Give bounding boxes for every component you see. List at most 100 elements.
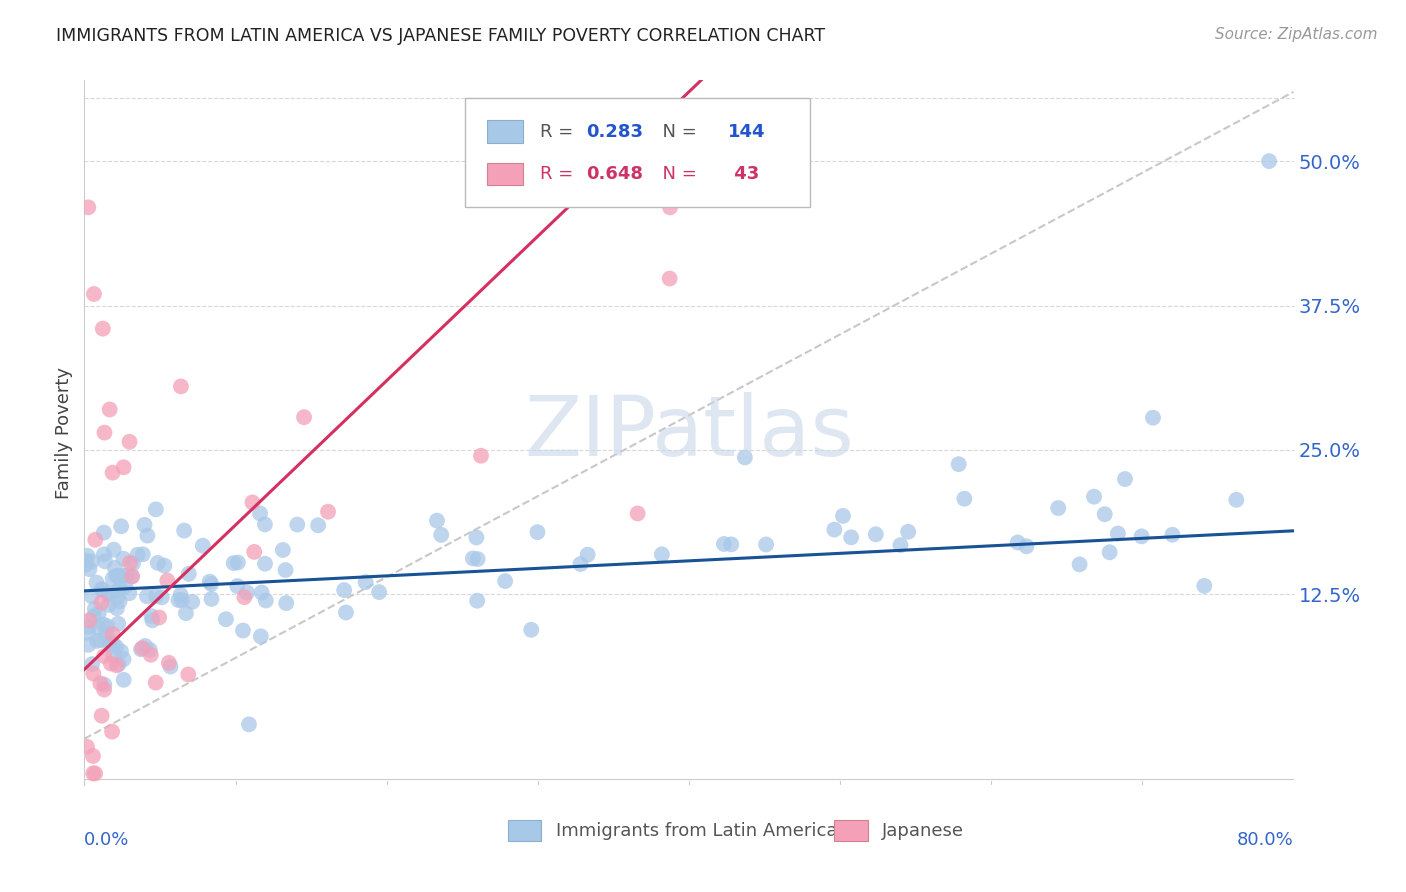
Point	[105, 569, 128, 583]
Point	[271, 543, 294, 558]
Point	[84, 766, 107, 780]
Point	[118, 586, 141, 600]
Point	[76, 739, 98, 754]
Point	[90, 582, 112, 597]
Point	[87, 620, 110, 634]
Point	[1007, 535, 1029, 549]
Text: Source: ZipAtlas.com: Source: ZipAtlas.com	[1215, 27, 1378, 42]
Point	[1161, 527, 1184, 541]
Point	[139, 648, 162, 662]
Point	[90, 633, 112, 648]
Point	[285, 517, 308, 532]
Point	[226, 579, 249, 593]
Point	[82, 657, 104, 672]
Point	[90, 708, 112, 723]
FancyBboxPatch shape	[486, 162, 523, 186]
Point	[839, 530, 862, 544]
Point	[110, 644, 132, 658]
Point	[129, 642, 152, 657]
Point	[82, 766, 104, 780]
Point	[83, 287, 105, 301]
Point	[1114, 472, 1136, 486]
Text: R =: R =	[540, 165, 579, 183]
Point	[96, 626, 118, 640]
Point	[101, 627, 124, 641]
Point	[569, 557, 592, 571]
Point	[93, 649, 115, 664]
Point	[233, 590, 256, 604]
Point	[520, 623, 543, 637]
Point	[82, 666, 104, 681]
Point	[145, 675, 167, 690]
Point	[865, 527, 887, 541]
Point	[93, 678, 115, 692]
Point	[734, 450, 756, 465]
Point	[101, 466, 124, 480]
Point	[226, 556, 249, 570]
Point	[132, 547, 155, 561]
Point	[105, 658, 128, 673]
Text: Immigrants from Latin America: Immigrants from Latin America	[555, 822, 838, 839]
Point	[1142, 410, 1164, 425]
Point	[1107, 526, 1129, 541]
Point	[651, 547, 673, 561]
Point	[91, 321, 114, 335]
Point	[170, 593, 193, 607]
Point	[254, 593, 277, 607]
Point	[107, 569, 129, 583]
Point	[316, 505, 339, 519]
FancyBboxPatch shape	[508, 821, 541, 841]
Point	[200, 577, 222, 591]
Point	[121, 569, 143, 583]
Point	[97, 586, 120, 600]
Point	[93, 425, 115, 440]
Point	[159, 659, 181, 673]
Point	[627, 507, 650, 521]
Point	[153, 558, 176, 573]
Point	[97, 598, 120, 612]
Point	[832, 508, 855, 523]
Point	[112, 673, 135, 687]
Point	[148, 610, 170, 624]
Point	[127, 548, 149, 562]
Point	[465, 531, 488, 545]
Point	[242, 495, 264, 509]
Text: 144: 144	[728, 123, 765, 141]
Point	[134, 639, 156, 653]
Point	[91, 582, 114, 597]
Point	[274, 563, 297, 577]
Point	[1047, 501, 1070, 516]
Point	[236, 585, 259, 599]
Point	[82, 749, 104, 764]
Point	[121, 569, 143, 583]
Point	[89, 676, 111, 690]
Point	[222, 556, 245, 570]
Text: 0.0%: 0.0%	[84, 830, 129, 849]
Point	[103, 648, 125, 662]
Point	[292, 410, 315, 425]
Point	[173, 524, 195, 538]
Point	[755, 537, 778, 551]
Point	[75, 553, 97, 567]
Point	[105, 584, 128, 599]
Point	[122, 557, 145, 571]
Point	[108, 581, 131, 595]
Text: 0.283: 0.283	[586, 123, 643, 141]
Point	[108, 594, 131, 608]
Point	[136, 589, 159, 603]
Point	[150, 591, 173, 605]
Point	[79, 562, 101, 576]
Point	[249, 507, 271, 521]
Text: N =: N =	[651, 123, 703, 141]
Point	[84, 533, 107, 547]
Point	[238, 717, 260, 731]
Point	[146, 556, 169, 570]
Point	[86, 575, 108, 590]
Point	[98, 588, 121, 602]
Point	[87, 607, 110, 621]
Point	[426, 514, 449, 528]
Point	[110, 519, 132, 533]
Point	[96, 619, 118, 633]
Point	[98, 636, 121, 650]
Text: Japanese: Japanese	[883, 822, 965, 839]
